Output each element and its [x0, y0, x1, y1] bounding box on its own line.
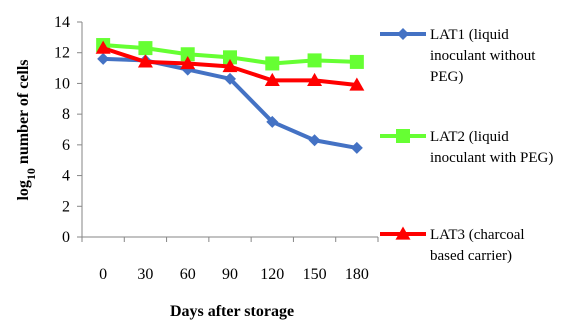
y-axis-title-suffix: number of cells: [15, 59, 32, 168]
y-tick-label: 12: [54, 45, 70, 62]
legend-symbol-marker: [397, 28, 409, 40]
x-tick-label: 30: [137, 266, 153, 283]
x-tick-label: 0: [99, 266, 107, 283]
legend-symbol-marker: [396, 129, 410, 143]
legend-label: LAT1 (liquid: [430, 27, 509, 43]
data-point: [137, 54, 153, 68]
y-tick-label: 10: [54, 75, 70, 92]
y-tick-label: 6: [62, 137, 70, 154]
data-point: [266, 115, 279, 128]
x-tick-label: 120: [260, 266, 284, 283]
legend-label: based carrier): [430, 248, 512, 264]
series-line: [103, 56, 358, 150]
y-axis-title-subscript: 10: [24, 168, 38, 180]
legend-entry-1: LAT1 (liquid inoculant without PEG): [380, 27, 536, 85]
data-point: [307, 72, 323, 86]
legend: LAT1 (liquid inoculant without PEG) LAT2 (l…: [380, 27, 553, 264]
x-axis-title: Days after storage: [170, 303, 294, 320]
data-point: [222, 59, 238, 73]
data-point: [224, 72, 236, 85]
y-axis-title: log10 number of cells: [15, 59, 38, 200]
legend-entry-2: LAT2 (liquid inoculant with PEG): [380, 129, 553, 166]
y-axis-title-prefix: log: [15, 180, 32, 200]
data-point: [350, 141, 363, 154]
x-tick-label: 60: [180, 266, 196, 283]
data-point: [223, 50, 237, 65]
data-point: [180, 55, 196, 70]
data-point: [265, 56, 280, 71]
data-point: [308, 134, 321, 147]
data-point: [97, 52, 110, 65]
y-tick-label: 14: [54, 14, 70, 31]
legend-label: inoculant with PEG): [430, 150, 553, 166]
series-3: [95, 40, 365, 91]
legend-label: inoculant without: [430, 48, 536, 64]
legend-symbol-marker: [395, 226, 411, 240]
data-point: [307, 53, 322, 68]
legend-label: LAT2 (liquid: [430, 129, 509, 145]
data-point: [180, 47, 195, 62]
data-point: [349, 77, 365, 91]
y-tick-label: 8: [62, 106, 70, 123]
legend-label: LAT3 (charcoal: [430, 227, 525, 243]
data-point: [264, 72, 280, 86]
y-tick-label: 2: [62, 198, 70, 215]
x-tick-label: 180: [345, 266, 369, 283]
data-point: [181, 63, 194, 76]
x-tick-label: 90: [222, 266, 238, 283]
x-tick-label: 150: [303, 266, 327, 283]
data-point: [95, 40, 111, 54]
legend-label: PEG): [430, 69, 463, 85]
data-point: [138, 41, 153, 56]
y-tick-label: 4: [62, 168, 70, 185]
series-lines: [95, 38, 365, 154]
legend-entry-3: LAT3 (charcoal based carrier): [380, 226, 525, 264]
axes: 0 2 4 6 8 10 12 14 0 30 60 90 120 150 180: [54, 14, 379, 283]
y-tick-label: 0: [62, 229, 70, 246]
data-point: [349, 54, 364, 69]
